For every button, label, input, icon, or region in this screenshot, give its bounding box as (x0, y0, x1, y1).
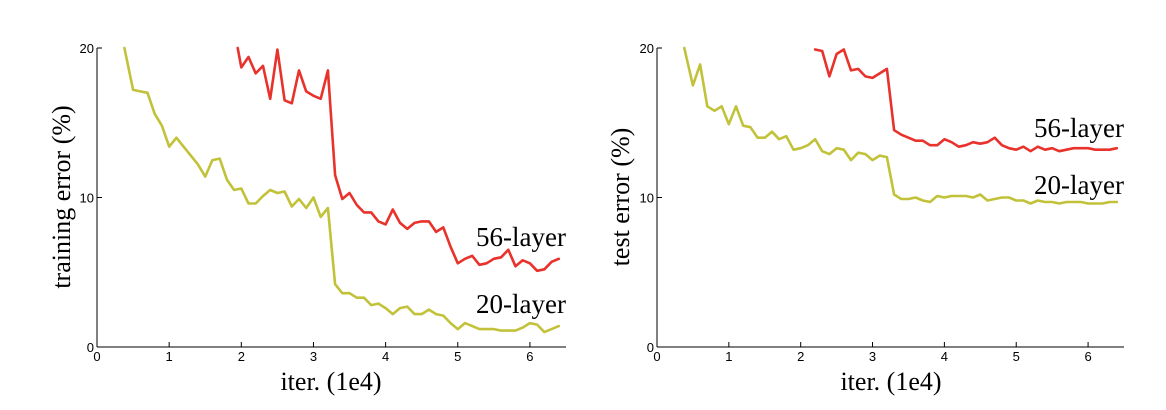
y-axis-label: training error (%) (47, 105, 76, 288)
y-tick-label: 20 (640, 41, 654, 56)
train-series-line-20-layer (123, 46, 561, 334)
train-series-label-56-layer: 56-layer (476, 222, 566, 252)
x-tick-label: 2 (797, 349, 804, 364)
x-tick-label: 4 (382, 349, 389, 364)
x-axis-label: iter. (1e4) (280, 367, 381, 396)
x-tick-label: 2 (238, 349, 245, 364)
test-series-line-20-layer (683, 46, 1119, 205)
x-axis-label: iter. (1e4) (840, 367, 941, 396)
training-error-panel: 0 1 2 3 4 5 6 0 10 20 56-layer 20-layer iter. (1e4) t… (47, 41, 566, 396)
x-tick-label: 5 (454, 349, 461, 364)
y-axis-label: test error (%) (606, 128, 635, 267)
x-tick-label: 0 (93, 349, 100, 364)
test-series-label-20-layer: 20-layer (1034, 170, 1124, 200)
test-error-chart: 0 1 2 3 4 5 6 0 10 20 56-layer 20-layer iter. (1e4) t… (606, 41, 1124, 396)
x-tick-label: 0 (653, 349, 660, 364)
x-tick-label: 1 (166, 349, 173, 364)
train-series-label-20-layer: 20-layer (476, 289, 566, 319)
x-tick-label: 5 (1013, 349, 1020, 364)
x-tick-label: 6 (1084, 349, 1091, 364)
y-tick-label: 10 (80, 191, 94, 206)
test-series-label-56-layer: 56-layer (1034, 113, 1124, 143)
test-error-panel: 0 1 2 3 4 5 6 0 10 20 56-layer 20-layer iter. (1e4) t… (583, 0, 1166, 410)
x-tick-label: 6 (526, 349, 533, 364)
x-tick-label: 3 (869, 349, 876, 364)
x-tick-label: 3 (310, 349, 317, 364)
x-tick-label: 4 (941, 349, 948, 364)
train-series-line-56-layer (236, 46, 561, 273)
training-error-chart: 0 1 2 3 4 5 6 0 10 20 56-layer 20-layer iter. (1e4) t… (47, 41, 566, 396)
y-tick-label: 0 (87, 340, 94, 355)
x-tick-label: 1 (725, 349, 732, 364)
y-tick-label: 0 (647, 340, 654, 355)
y-tick-label: 20 (80, 41, 94, 56)
y-tick-label: 10 (640, 191, 654, 206)
test-series-line-56-layer (813, 48, 1119, 153)
